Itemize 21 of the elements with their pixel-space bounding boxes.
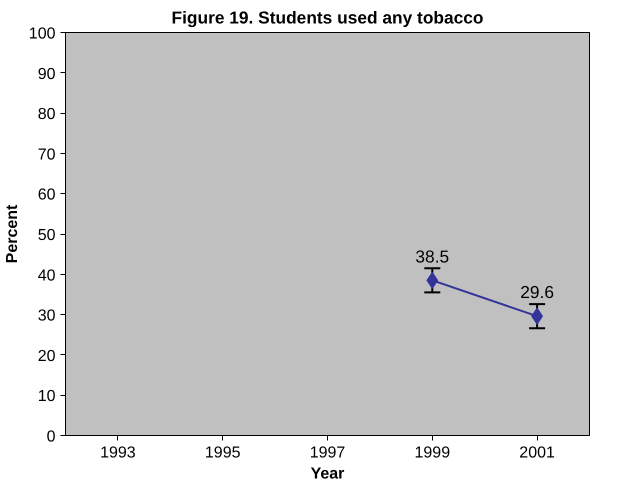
x-tick-label: 1999 (414, 444, 450, 462)
x-tick-label: 1995 (204, 444, 241, 462)
data-label: 29.6 (520, 282, 554, 302)
x-axis-title: Year (310, 466, 344, 482)
x-tick-label: 1993 (100, 444, 136, 462)
y-tick-label: 70 (38, 146, 56, 164)
y-tick-label: 50 (38, 227, 56, 244)
y-tick-label: 60 (38, 186, 56, 204)
y-axis-title: Percent (4, 204, 21, 264)
x-tick-label: 1997 (310, 444, 346, 462)
y-tick-label: 80 (38, 106, 56, 124)
data-label: 38.5 (415, 246, 450, 266)
y-tick-label: 10 (38, 388, 56, 406)
y-tick-label: 0 (46, 428, 56, 446)
y-tick-label: 20 (38, 348, 56, 365)
y-tick-label: 100 (28, 26, 56, 42)
y-tick-label: 30 (38, 308, 56, 325)
y-tick-label: 40 (38, 267, 56, 284)
y-tick-label: 90 (38, 66, 56, 83)
chart-title: Figure 19. Students used any tobacco (172, 8, 484, 28)
x-tick-label: 2001 (519, 444, 555, 462)
